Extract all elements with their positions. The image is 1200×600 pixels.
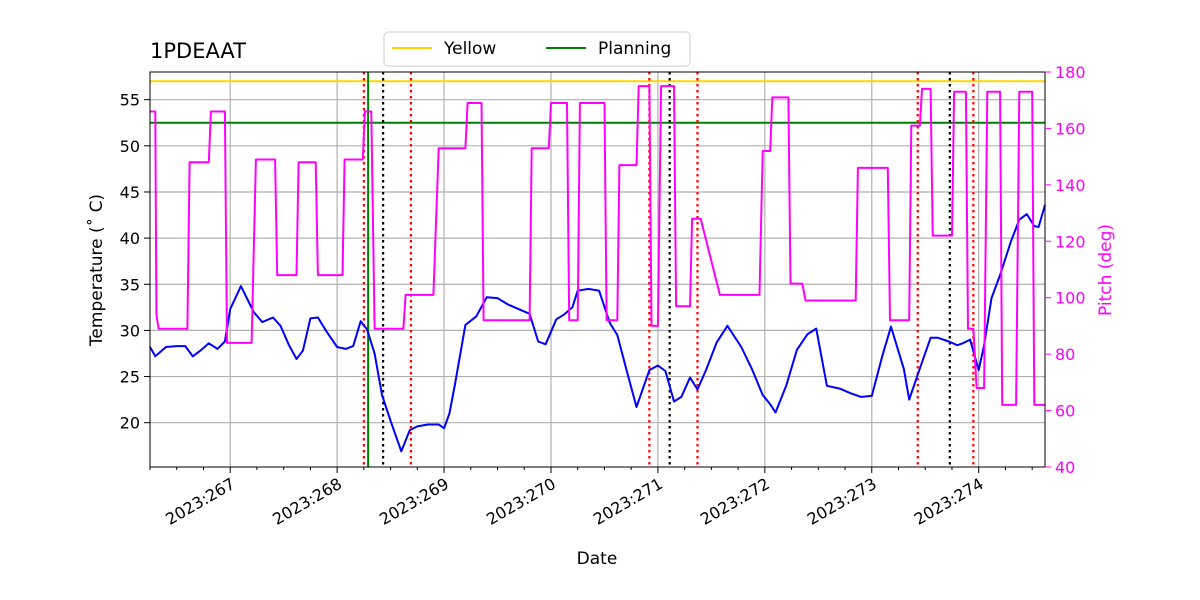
y2-tick-label: 160 bbox=[1055, 119, 1086, 138]
y-tick-label: 20 bbox=[120, 414, 140, 433]
legend-box bbox=[383, 31, 691, 67]
series-line-pitch bbox=[150, 85, 1045, 406]
series bbox=[149, 85, 1046, 453]
chart-title: 1PDEAAT bbox=[150, 39, 246, 63]
y2-tick-label: 100 bbox=[1055, 289, 1086, 308]
x-tick-label: 2023:270 bbox=[483, 474, 559, 529]
y2-tick-label: 80 bbox=[1055, 345, 1075, 364]
plot-frame bbox=[149, 71, 1046, 468]
y2-tick-label: 140 bbox=[1055, 176, 1086, 195]
y-tick-label: 35 bbox=[120, 275, 140, 294]
y-tick-label: 40 bbox=[120, 229, 140, 248]
y-axis-label: Temperature (˚ C) bbox=[86, 194, 107, 347]
y-tick-label: 45 bbox=[120, 183, 140, 202]
legend: Yellow Planning bbox=[383, 31, 691, 67]
legend-label-planning: Planning bbox=[598, 39, 671, 59]
y-tick-label: 25 bbox=[120, 368, 140, 387]
series-line-temperature bbox=[149, 204, 1046, 453]
y-tick-label: 50 bbox=[120, 137, 140, 156]
legend-label-yellow: Yellow bbox=[443, 39, 496, 59]
x-axis-label: Date bbox=[577, 549, 618, 569]
reference-lines bbox=[150, 80, 1045, 124]
axes: 2023:267 2023:268 2023:269 2023:270 2023:271… bbox=[120, 63, 1086, 529]
x-tick-label: 2023:273 bbox=[804, 474, 880, 529]
y-tick-label: 55 bbox=[120, 91, 140, 110]
y2-axis-label: Pitch (deg) bbox=[1096, 224, 1116, 316]
x-tick-label: 2023:268 bbox=[269, 474, 345, 529]
event-lines bbox=[362, 72, 975, 467]
x-tick-label: 2023:269 bbox=[376, 474, 452, 529]
y2-tick-label: 60 bbox=[1055, 402, 1075, 421]
x-tick-label: 2023:267 bbox=[162, 474, 238, 529]
y2-tick-label: 180 bbox=[1055, 63, 1086, 82]
y2-tick-label: 40 bbox=[1055, 458, 1075, 477]
grid bbox=[150, 72, 1045, 467]
x-tick-label: 2023:272 bbox=[697, 474, 773, 529]
y-tick-label: 30 bbox=[120, 321, 140, 340]
x-tick-label: 2023:274 bbox=[911, 474, 987, 529]
y2-tick-label: 120 bbox=[1055, 232, 1086, 251]
x-tick-label: 2023:271 bbox=[590, 474, 666, 529]
